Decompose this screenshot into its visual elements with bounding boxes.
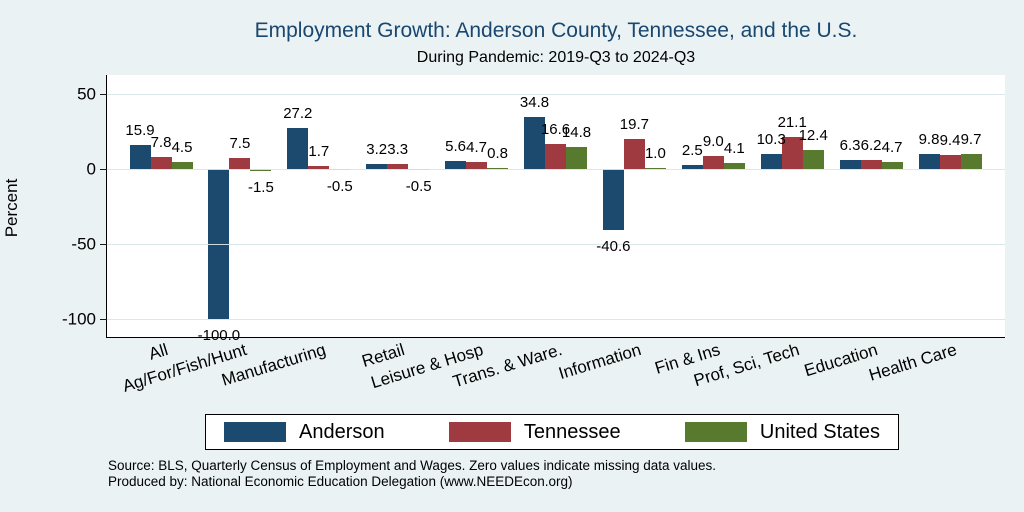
- bar-united-states: [171, 162, 193, 169]
- chart-title: Employment Growth: Anderson County, Tenn…: [254, 19, 858, 42]
- bar-value-label: 27.2: [283, 105, 313, 123]
- legend: Anderson Tennessee United States: [205, 414, 899, 450]
- y-tick-label: -50: [71, 234, 96, 254]
- x-tick-label: All: [146, 340, 171, 364]
- bar-value-label: -0.5: [405, 177, 432, 195]
- bar-value-label: 10.3: [756, 130, 786, 148]
- bar-anderson: [524, 116, 545, 169]
- y-tick-mark: [100, 319, 107, 320]
- bar-value-label: 9.0: [702, 132, 724, 150]
- bar-united-states: [802, 150, 824, 169]
- y-tick-mark: [100, 244, 107, 245]
- y-tick-mark: [100, 169, 107, 170]
- bar-tennessee: [308, 166, 330, 169]
- bar-tennessee: [466, 161, 488, 169]
- bar-anderson: [287, 128, 309, 169]
- bar-value-label: 6.2: [860, 136, 882, 154]
- bar-united-states: [487, 167, 509, 169]
- bar-tennessee: [545, 144, 566, 169]
- bar-tennessee: [150, 157, 172, 169]
- bar-anderson: [839, 159, 861, 169]
- bar-value-label: 7.5: [229, 134, 251, 152]
- bar-value-label: 0.8: [487, 144, 509, 162]
- bar-value-label: 19.7: [619, 116, 649, 134]
- legend-item-anderson: Anderson: [224, 421, 385, 444]
- tennessee-swatch: [448, 422, 511, 442]
- y-tick-label: -100: [61, 309, 96, 329]
- bar-value-label: 9.8: [918, 131, 940, 149]
- bar-value-label: 7.8: [150, 134, 172, 152]
- bar-anderson: [129, 145, 151, 169]
- bar-value-label: 6.3: [839, 136, 861, 154]
- bar-united-states: [881, 161, 903, 169]
- bar-united-states: [566, 146, 587, 169]
- bar-anderson: [681, 165, 703, 169]
- bar-tennessee: [860, 159, 882, 169]
- bar-anderson: [445, 160, 467, 169]
- bar-anderson: [602, 169, 624, 230]
- bar-value-label: 4.1: [723, 139, 745, 157]
- chart-subtitle: During Pandemic: 2019-Q3 to 2024-Q3: [416, 49, 696, 66]
- bar-value-label: 9.7: [960, 131, 982, 149]
- legend-label-tennessee: Tennessee: [523, 420, 621, 443]
- bar-value-label: 21.1: [777, 114, 807, 132]
- bar-value-label: 34.8: [519, 93, 550, 111]
- gridline: [107, 169, 1005, 170]
- x-tick-label: Health Care: [866, 340, 960, 385]
- bar-value-label: 4.7: [881, 138, 903, 156]
- bar-value-label: 16.6: [540, 121, 571, 139]
- y-tick-label: 0: [86, 159, 96, 179]
- plot-area: 15.9 7.8 4.5 -100.0 7.5 -1.5 27.2 1.7 -0.5 3.2 3.3…: [107, 75, 1005, 343]
- bar-value-label: 5.6: [445, 137, 467, 155]
- bar-tennessee: [781, 137, 803, 169]
- legend-label-united-states: United States: [759, 420, 880, 443]
- bar-united-states: [644, 167, 666, 169]
- bar-value-label: 12.4: [798, 127, 828, 145]
- bar-united-states: [723, 162, 745, 169]
- gridline: [107, 94, 1005, 95]
- bar-anderson: [366, 164, 388, 169]
- x-axis-line: [106, 337, 1005, 338]
- bar-tennessee: [623, 139, 645, 169]
- y-tick-label: 50: [77, 84, 96, 104]
- y-tick-mark: [100, 94, 107, 95]
- bar-anderson: [760, 153, 782, 169]
- bar-tennessee: [229, 157, 251, 169]
- bar-tennessee: [387, 164, 409, 169]
- bar-value-label: -0.5: [326, 177, 353, 195]
- x-tick-label: Information: [556, 340, 644, 384]
- bar-value-label: 14.8: [561, 123, 592, 141]
- bar-value-label: 3.3: [387, 141, 409, 159]
- bar-value-label: 2.5: [681, 142, 703, 160]
- producer-note: Produced by: National Economic Education…: [108, 474, 573, 489]
- anderson-swatch: [224, 422, 286, 442]
- bar-value-label: 1.7: [308, 143, 330, 161]
- y-axis-line: [106, 75, 107, 338]
- bar-value-label: 9.4: [939, 131, 961, 149]
- united-states-swatch: [684, 422, 747, 442]
- bar-united-states: [250, 169, 272, 172]
- bar-value-label: 4.7: [466, 138, 488, 156]
- y-axis-label: Percent: [2, 178, 21, 238]
- legend-item-united-states: United States: [684, 420, 880, 444]
- bar-anderson: [918, 154, 940, 169]
- gridline: [107, 244, 1005, 245]
- bar-tennessee: [939, 154, 961, 169]
- footnotes: Source: BLS, Quarterly Census of Employm…: [108, 458, 716, 490]
- source-note: Source: BLS, Quarterly Census of Employm…: [108, 458, 717, 473]
- legend-item-tennessee: Tennessee: [448, 420, 621, 444]
- bar-value-label: 4.5: [171, 139, 193, 157]
- bar-value-label: 1.0: [644, 144, 666, 162]
- bar-tennessee: [702, 155, 724, 169]
- bar-value-label: 15.9: [125, 122, 155, 140]
- bar-united-states: [960, 154, 982, 169]
- bar-value-label: -40.6: [596, 237, 631, 255]
- bar-value-label: 3.2: [366, 141, 388, 159]
- bar-value-label: -100.0: [197, 327, 241, 344]
- bar-value-label: -1.5: [247, 179, 274, 197]
- gridline: [107, 319, 1005, 320]
- legend-label-anderson: Anderson: [299, 420, 385, 443]
